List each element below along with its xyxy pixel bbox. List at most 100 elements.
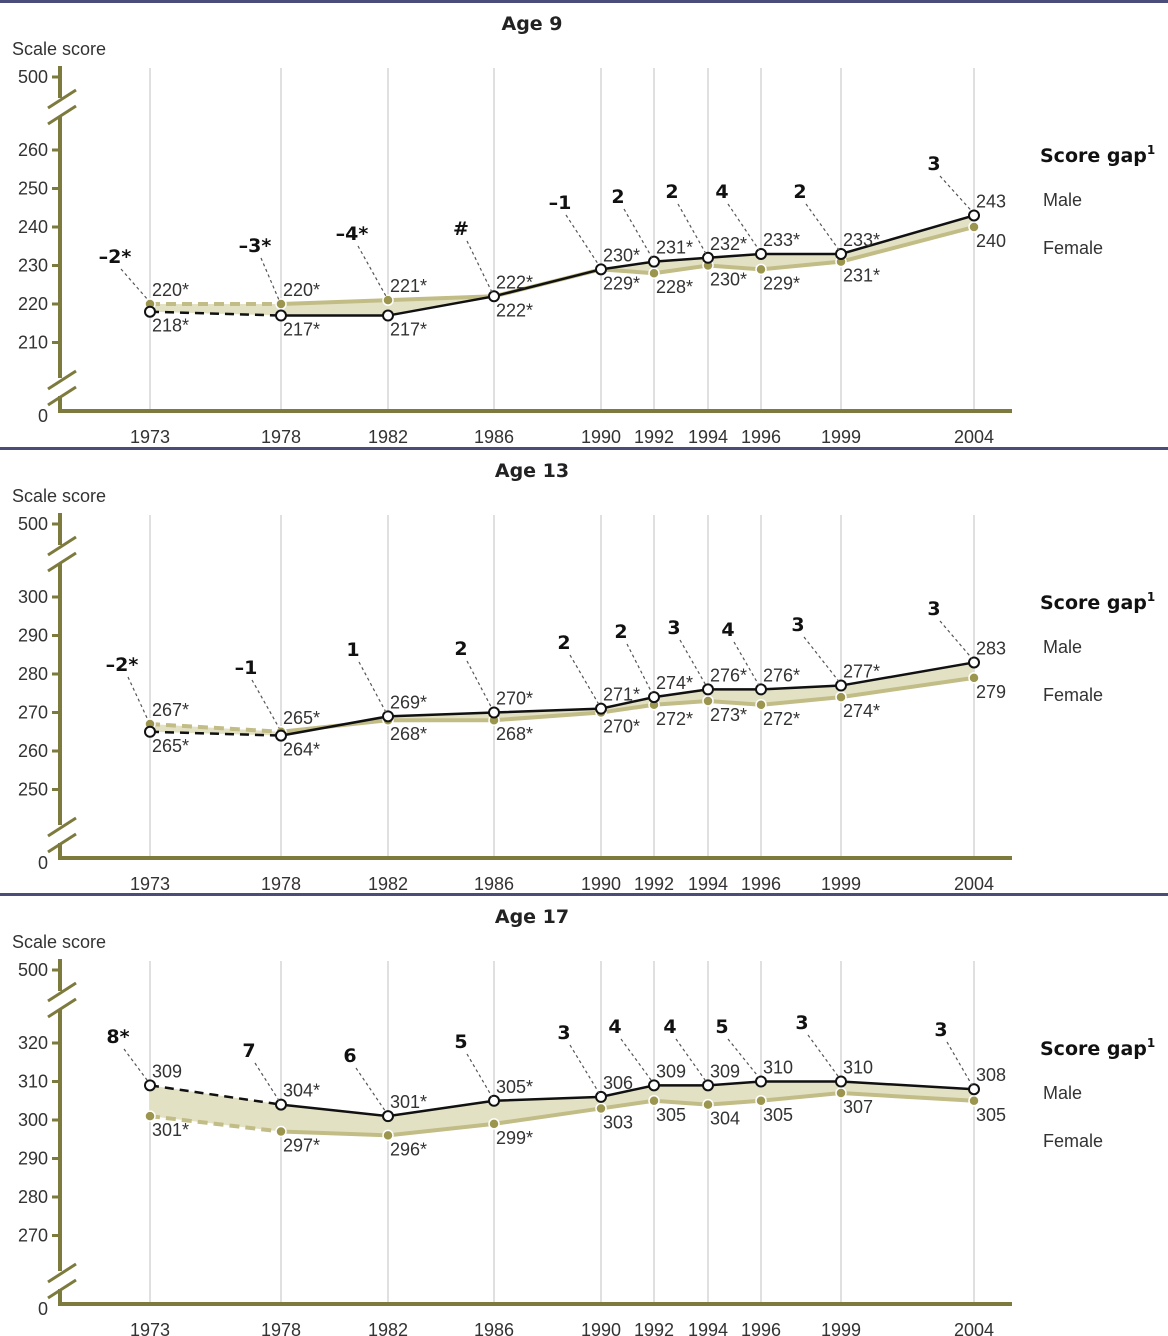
y-tick-label: 250 <box>18 780 48 800</box>
x-tick-label: 1992 <box>634 1320 674 1336</box>
male-data-label: 306 <box>603 1073 633 1093</box>
legend-title: Score gap1 <box>1040 1036 1155 1060</box>
female-data-label: 268* <box>390 724 427 744</box>
y-tick-label: 0 <box>38 1299 48 1319</box>
gap-leader-line <box>675 1038 707 1082</box>
legend: Score gap1 Male Female <box>1040 1036 1155 1151</box>
legend-male: Male <box>1043 190 1082 210</box>
x-tick-label: 1996 <box>741 1320 781 1336</box>
female-point <box>755 699 767 711</box>
female-point <box>755 263 767 276</box>
y-axis: 500 250 260 270 280 290 300 0 <box>18 513 77 873</box>
male-point <box>968 209 980 222</box>
x-tick-label: 1990 <box>581 427 621 447</box>
x-tick-label: 1990 <box>581 874 621 894</box>
score-gap-label: –1 <box>235 657 258 679</box>
score-gap-label: –2* <box>106 654 139 676</box>
male-data-label: 231* <box>656 238 693 258</box>
male-point <box>595 702 607 715</box>
y-tick-label: 0 <box>38 406 48 426</box>
male-point <box>144 725 156 738</box>
male-point <box>595 1090 607 1103</box>
axis-break-mark <box>47 997 77 1019</box>
female-point <box>648 267 660 279</box>
gap-leader-line <box>357 245 387 297</box>
female-point <box>275 1125 287 1138</box>
score-gap-label: 8* <box>106 1026 129 1048</box>
female-data-label: 221* <box>390 276 427 296</box>
female-data-label: 305 <box>976 1105 1006 1125</box>
female-point <box>382 294 394 306</box>
female-point <box>835 1087 847 1099</box>
y-tick-label: 260 <box>18 140 48 160</box>
male-data-label: 270* <box>496 689 533 709</box>
male-point <box>648 691 660 704</box>
score-gap-label: –2* <box>99 246 132 268</box>
gap-leader-line <box>620 1038 653 1082</box>
male-data-label: 217* <box>283 320 320 340</box>
y-tick-label: 280 <box>18 664 48 684</box>
female-point <box>275 298 287 310</box>
male-data-label: 230* <box>603 245 640 265</box>
y-tick-label: 230 <box>18 256 48 276</box>
male-point <box>595 263 607 276</box>
score-gap-label: 5 <box>454 1031 467 1053</box>
male-point <box>144 1079 156 1092</box>
female-point <box>968 1095 980 1107</box>
axis-break-mark <box>47 551 77 573</box>
x-tick-label: 1982 <box>368 1320 408 1336</box>
female-data-label: 273* <box>710 705 747 725</box>
x-tick-label: 2004 <box>954 1320 994 1336</box>
female-point <box>755 1095 767 1107</box>
x-tick-label: 1986 <box>474 874 514 894</box>
x-tick-label: 1996 <box>741 874 781 894</box>
gap-leader-line <box>569 1044 600 1094</box>
male-point <box>648 255 660 268</box>
male-data-label: 232* <box>710 234 747 254</box>
female-data-label: 229* <box>603 273 640 293</box>
y-tick-label: 250 <box>18 179 48 199</box>
female-data-label: 272* <box>656 709 693 729</box>
female-data-label: 220* <box>283 280 320 300</box>
panel-separator <box>0 0 1168 3</box>
x-tick-label: 1973 <box>130 874 170 894</box>
male-data-label: 301* <box>390 1092 427 1112</box>
x-tick-label: 1986 <box>474 427 514 447</box>
y-tick-label: 260 <box>18 741 48 761</box>
score-gap-label: 3 <box>795 1012 808 1034</box>
y-tick-label: 290 <box>18 1149 48 1169</box>
gap-leader-line <box>727 1038 760 1078</box>
x-tick-label: 1994 <box>688 874 728 894</box>
female-data-label: 229* <box>763 273 800 293</box>
x-tick-label: 1978 <box>261 427 301 447</box>
score-gap-label: 1 <box>346 639 359 661</box>
x-tick-label: 1990 <box>581 1320 621 1336</box>
legend-female: Female <box>1043 1131 1103 1151</box>
female-data-label: 296* <box>390 1139 427 1159</box>
female-point <box>968 221 980 233</box>
x-tick-label: 1994 <box>688 427 728 447</box>
x-tick-label: 1994 <box>688 1320 728 1336</box>
male-data-label: 304* <box>283 1081 320 1101</box>
axis-break-mark <box>47 1278 77 1300</box>
gap-leader-line <box>565 214 600 266</box>
y-tick-label: 500 <box>18 960 48 980</box>
female-data-label: 307 <box>843 1097 873 1117</box>
y-axis-label: Scale score <box>12 486 106 506</box>
male-point <box>488 706 500 719</box>
male-data-label: 222* <box>496 300 533 320</box>
panel-separator <box>0 447 1168 450</box>
panel-title: Age 9 <box>501 13 562 35</box>
legend-female: Female <box>1043 238 1103 258</box>
x-tick-label: 1978 <box>261 874 301 894</box>
male-point <box>275 1098 287 1111</box>
female-data-label: 301* <box>152 1120 189 1140</box>
male-point <box>144 305 156 318</box>
female-data-label: 305 <box>656 1105 686 1125</box>
male-data-label: 310 <box>763 1058 793 1078</box>
score-gap-area <box>150 1081 974 1136</box>
male-data-label: 276* <box>710 665 747 685</box>
gap-leader-line <box>805 203 840 251</box>
legend-female: Female <box>1043 685 1103 705</box>
y-tick-label: 220 <box>18 294 48 314</box>
